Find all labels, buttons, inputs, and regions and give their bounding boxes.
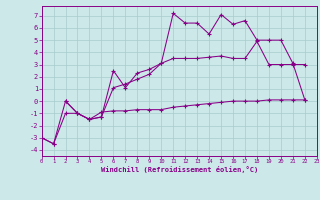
X-axis label: Windchill (Refroidissement éolien,°C): Windchill (Refroidissement éolien,°C) bbox=[100, 166, 258, 173]
